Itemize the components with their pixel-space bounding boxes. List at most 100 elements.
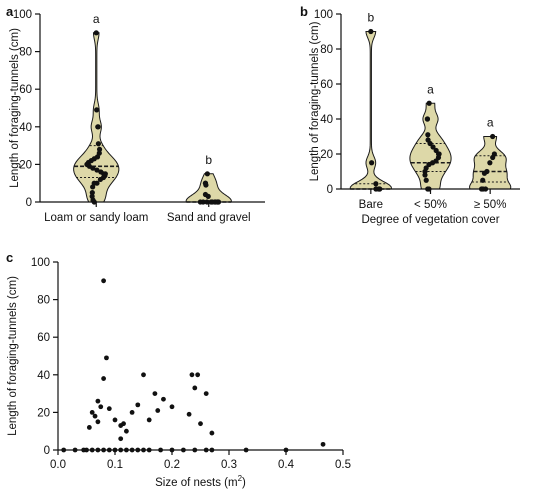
panel-a-label: a	[6, 4, 14, 19]
panel-c-data-point	[203, 391, 209, 396]
panel-c-data-point	[155, 408, 161, 413]
panel-b-data-point	[427, 140, 433, 147]
panel-b-y-tick-label: 0	[327, 184, 333, 196]
panel-c-x-tick-label: 0.4	[278, 459, 295, 471]
panel-c-data-point	[209, 447, 215, 453]
panel-c-y-tick-label: 100	[31, 257, 50, 269]
panel-c-data-point	[104, 355, 109, 361]
panel-a: a 0 20 40 60 80 100 Length of foraging-tunnels…	[6, 4, 265, 224]
panel-b-data-point	[430, 144, 436, 150]
panel-c-data-point	[89, 410, 95, 415]
panel-c-data-point	[186, 411, 192, 417]
panel-b-y-tick-label: 100	[314, 9, 333, 21]
panel-b-data-point	[490, 133, 496, 140]
panel-a-significance-letter: b	[205, 153, 212, 167]
panel-c-data-point	[106, 406, 112, 412]
panel-a-y-tick-label: 20	[19, 159, 32, 171]
panel-c-data-point	[146, 417, 152, 423]
panel-b-data-point	[487, 160, 493, 166]
panel-a-data-point	[93, 30, 99, 36]
panel-c-data-point	[95, 398, 101, 404]
panel-c-data-point	[86, 425, 92, 430]
panel-c-data-point	[158, 447, 164, 453]
panel-a-data-point	[89, 190, 95, 196]
panel-a-y-tick-label: 80	[19, 47, 32, 59]
panel-a-data-point	[94, 107, 100, 113]
panel-a-y-axis-title: Length of foraging-tunnels (cm)	[9, 28, 21, 188]
panel-a-data-point	[97, 176, 104, 183]
panel-a-data-point	[90, 165, 96, 171]
panel-c-data-point	[101, 278, 106, 284]
panel-c-data-point	[118, 436, 124, 442]
panel-b-y-tick-label: 60	[320, 79, 333, 91]
panel-c-data-point	[101, 376, 106, 381]
panel-c-data-point	[198, 421, 203, 427]
panel-c-x-axis-title: Size of nests (m2)	[155, 474, 246, 489]
panel-b-data-point	[426, 100, 432, 106]
panel-c-y-tick-label: 0	[44, 445, 50, 457]
panel-b-data-point	[369, 160, 375, 166]
panel-c-y-tick-label: 80	[37, 295, 50, 307]
panel-c-data-point	[129, 410, 135, 415]
panel-a-y-tick-label: 60	[19, 84, 32, 96]
panel-c-data-point	[141, 447, 146, 453]
panel-c-data-point	[243, 447, 249, 453]
panel-c-data-point	[189, 372, 195, 378]
panel-c-label: c	[6, 250, 13, 265]
panel-c-data-point	[195, 372, 201, 378]
panel-c-data-point	[95, 419, 101, 425]
panel-b-x-tick-label: < 50%	[414, 199, 447, 211]
panel-b-data-point	[422, 172, 428, 178]
panel-c-data-point	[118, 447, 124, 453]
panel-b-y-tick-label: 80	[320, 44, 333, 56]
panel-b-data-point	[490, 154, 496, 161]
panel-a-y-tick-label: 0	[26, 197, 32, 209]
panel-c-data-point	[152, 391, 158, 396]
panel-a-data-point	[90, 184, 96, 190]
panel-c-data-point	[106, 447, 112, 453]
panel-c-data-point	[98, 404, 104, 410]
panel-c-data-point	[320, 441, 326, 447]
panel-a-x-tick-label: Loam or sandy loam	[44, 212, 148, 224]
panel-a-y-tick-label: 40	[19, 122, 32, 134]
panel-b-data-point	[425, 132, 431, 138]
panel-a-violin-0	[73, 32, 120, 203]
panel-a-violin-1	[185, 173, 232, 203]
panel-c-data-point	[129, 447, 135, 453]
panel-c-data-point	[121, 421, 126, 427]
panel-a-data-point	[205, 193, 211, 199]
panel-a-data-point	[94, 167, 100, 173]
panel-b-data-point	[424, 116, 431, 122]
panel-b-x-axis-title: Degree of vegetation cover	[361, 214, 499, 226]
panel-c-data-point	[209, 430, 215, 436]
panel-b-data-point	[426, 161, 432, 168]
panel-a-significance-letter: a	[93, 12, 100, 26]
panel-c-y-axis-title: Length of foraging-tunnels (cm)	[7, 276, 19, 436]
panel-b-data-point	[423, 177, 429, 183]
panel-b-significance-letter: b	[367, 11, 374, 25]
panel-c-y-tick-label: 40	[37, 370, 50, 382]
panel-c-data-point	[146, 447, 152, 453]
panel-b-data-point	[481, 170, 488, 176]
panel-b-y-axis-title: Length of foraging-tunnels (cm)	[309, 21, 321, 181]
panel-c-data-point	[283, 447, 289, 453]
panel-c-data-point	[203, 447, 209, 453]
panel-c: c 0 20 40 60 80 100 Length of foraging-tunnels…	[6, 250, 351, 489]
panel-c-x-tick-label: 0.5	[335, 459, 351, 471]
panel-c-data-point	[141, 372, 146, 378]
panel-a-x-tick-label: Sand and gravel	[167, 212, 251, 224]
panel-c-data-point	[112, 417, 118, 423]
panel-a-data-point	[96, 146, 103, 152]
panel-a-data-point	[203, 182, 209, 188]
panel-c-data-point	[135, 402, 141, 408]
panel-a-data-point	[204, 171, 210, 177]
panel-c-y-tick-label: 60	[37, 332, 50, 344]
panel-c-data-point	[169, 447, 175, 453]
panel-c-y-tick-label: 20	[37, 407, 50, 419]
panel-c-data-point	[161, 396, 166, 402]
panel-c-data-point	[169, 404, 175, 410]
panel-a-data-point	[95, 124, 101, 130]
panel-b-data-point	[368, 28, 374, 35]
panel-c-x-tick-label: 0.0	[50, 459, 66, 471]
